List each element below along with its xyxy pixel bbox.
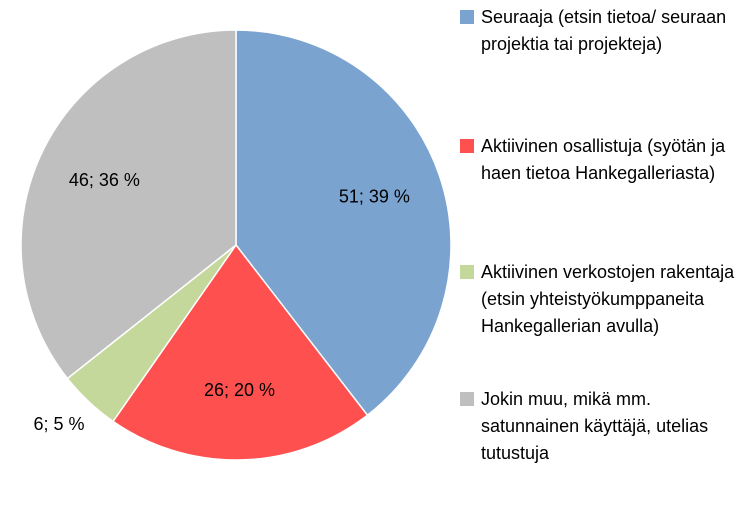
data-label: 26; 20 %	[204, 380, 275, 400]
legend-swatch	[460, 10, 474, 24]
legend-swatch	[460, 265, 474, 279]
legend-label: Aktiivinen verkostojen rakentaja (etsin …	[481, 262, 735, 336]
pie-slice	[20, 29, 237, 380]
legend-item: Jokin muu, mikä mm. satunnainen käyttäjä…	[460, 386, 740, 467]
legend-item: Aktiivinen osallistuja (syötän ja haen t…	[460, 133, 740, 187]
legend-item: Seuraaja (etsin tietoa/ seuraan projekti…	[460, 4, 740, 58]
legend-item: Aktiivinen verkostojen rakentaja (etsin …	[460, 259, 740, 340]
legend-swatch	[460, 139, 474, 153]
legend-label: Seuraaja (etsin tietoa/ seuraan projekti…	[481, 7, 727, 54]
pie-slice	[235, 29, 452, 417]
data-label: 46; 36 %	[69, 170, 140, 190]
legend-label: Aktiivinen osallistuja (syötän ja haen t…	[481, 136, 726, 183]
legend-label: Jokin muu, mikä mm. satunnainen käyttäjä…	[481, 389, 709, 463]
legend-swatch	[460, 392, 474, 406]
data-label: 51; 39 %	[339, 187, 410, 207]
data-label: 6; 5 %	[34, 414, 85, 434]
pie-slice	[111, 243, 369, 461]
